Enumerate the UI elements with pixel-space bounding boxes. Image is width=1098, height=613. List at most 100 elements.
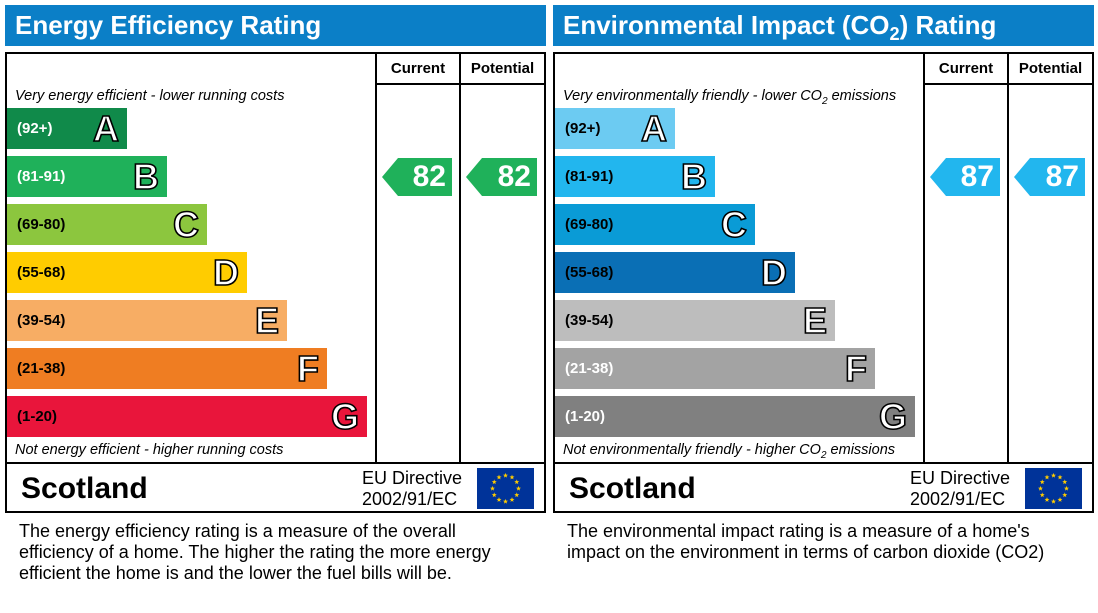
- rating-arrow-shape: [930, 158, 1000, 196]
- band-letter: C: [172, 203, 200, 246]
- rating-description: The energy efficiency rating is a measur…: [19, 521, 491, 584]
- rating-band-c: (69-80) C: [7, 203, 207, 246]
- band-range-label: (69-80): [565, 216, 614, 233]
- rating-value: 82: [497, 160, 531, 193]
- eu-star: [1038, 485, 1043, 491]
- eu-star: [509, 474, 515, 480]
- top-caption: Very environmentally friendly - lower CO…: [563, 88, 897, 107]
- rating-table: Current Potential Very energy efficient - …: [5, 52, 546, 513]
- band-letter: E: [254, 299, 280, 342]
- eu-stars-icon: [490, 472, 521, 504]
- column-header-current: Current: [390, 60, 446, 77]
- country-label: Scotland: [569, 472, 696, 505]
- eu-star: [1051, 472, 1056, 478]
- eu-star: [1057, 497, 1063, 502]
- eu-directive: EU Directive 2002/91/EC: [910, 468, 1010, 510]
- eu-directive: EU Directive 2002/91/EC: [362, 468, 462, 510]
- band-range-label: (81-91): [565, 168, 614, 185]
- band-range-label: (39-54): [565, 312, 614, 329]
- band-letter: D: [760, 251, 788, 294]
- eu-star: [1062, 479, 1068, 485]
- eu-flag-icon: [1025, 468, 1082, 509]
- band-letter: B: [680, 155, 708, 198]
- eu-directive-line: 2002/91/EC: [362, 489, 458, 509]
- band-range-label: (55-68): [565, 264, 614, 281]
- rating-arrow-shape: [1014, 158, 1085, 196]
- description-line: efficient the home is and the lower the …: [19, 563, 452, 583]
- eu-directive-line: 2002/91/EC: [910, 489, 1006, 509]
- band-range-label: (1-20): [17, 408, 58, 425]
- rating-description: The environmental impact rating is a mea…: [567, 521, 1044, 563]
- band-letter: F: [296, 347, 320, 390]
- band-letter: G: [330, 395, 360, 438]
- current-rating-arrow: 87: [930, 158, 1000, 196]
- header-divider: [375, 83, 544, 85]
- band-range-label: (1-20): [565, 408, 606, 425]
- rating-value: 87: [1045, 160, 1079, 193]
- footer-divider: [555, 462, 1092, 464]
- rating-band-g: (1-20) G: [7, 395, 367, 438]
- eu-star: [1051, 498, 1056, 504]
- description-line: The environmental impact rating is a mea…: [567, 521, 1030, 541]
- rating-band-b: (81-91) B: [555, 155, 715, 198]
- rating-band-c: (69-80) C: [555, 203, 755, 246]
- band-letter: D: [212, 251, 240, 294]
- eu-star: [1039, 492, 1045, 498]
- country-label: Scotland: [21, 472, 148, 505]
- eu-star: [496, 474, 502, 480]
- rating-arrow-fill: [382, 158, 452, 196]
- eu-star: [503, 472, 508, 478]
- band-letter: C: [720, 203, 748, 246]
- band-range-label: (92+): [565, 120, 601, 137]
- band-letter: B: [132, 155, 160, 198]
- eu-star: [496, 497, 502, 502]
- eu-star: [503, 498, 508, 504]
- band-range-label: (21-38): [17, 360, 66, 377]
- eu-star: [1044, 474, 1050, 480]
- rating-band-e: (39-54) E: [555, 299, 835, 342]
- current-rating-arrow: 82: [382, 158, 452, 196]
- eu-star: [491, 492, 497, 498]
- band-letter: G: [878, 395, 908, 438]
- bottom-caption: Not energy efficient - higher running co…: [15, 442, 284, 458]
- top-caption: Very energy efficient - lower running co…: [15, 88, 285, 104]
- eu-star: [1064, 485, 1069, 491]
- bottom-caption: Not environmentally friendly - higher CO…: [563, 442, 896, 461]
- header-divider: [923, 83, 1092, 85]
- band-range-label: (81-91): [17, 168, 66, 185]
- eu-star: [1039, 479, 1045, 485]
- column-header-current: Current: [938, 60, 994, 77]
- band-range-label: (21-38): [565, 360, 614, 377]
- eu-directive-line: EU Directive: [362, 468, 463, 488]
- eu-star: [514, 479, 520, 485]
- rating-band-b: (81-91) B: [7, 155, 167, 198]
- environmental-impact-panel: Environmental Impact (CO2) Rating Current…: [553, 0, 1095, 613]
- rating-band-a: (92+) A: [555, 107, 675, 150]
- rating-band-f: (21-38) F: [555, 347, 875, 390]
- eu-star: [1044, 497, 1050, 502]
- eu-stars-icon: [1038, 472, 1069, 504]
- eu-star: [509, 497, 515, 502]
- band-range-label: (39-54): [17, 312, 66, 329]
- rating-band-d: (55-68) D: [7, 251, 247, 294]
- column-header-potential: Potential: [470, 60, 535, 77]
- eu-star: [1062, 492, 1068, 498]
- description-line: efficiency of a home. The higher the rat…: [19, 542, 491, 562]
- band-letter: E: [802, 299, 828, 342]
- rating-value: 87: [960, 160, 994, 193]
- eu-star: [1057, 474, 1063, 480]
- eu-star: [516, 485, 521, 491]
- column-divider: [459, 54, 461, 464]
- rating-arrow-fill: [1014, 158, 1085, 196]
- panel-title: Energy Efficiency Rating: [5, 5, 546, 46]
- panel-title: Environmental Impact (CO2) Rating: [553, 5, 1094, 46]
- rating-value: 82: [412, 160, 446, 193]
- rating-arrow-shape: [466, 158, 537, 196]
- column-divider: [1007, 54, 1009, 464]
- eu-star: [490, 485, 495, 491]
- potential-rating-arrow: 82: [466, 158, 537, 196]
- description-line: impact on the environment in terms of ca…: [567, 542, 1045, 562]
- eu-star: [514, 492, 520, 498]
- rating-band-f: (21-38) F: [7, 347, 327, 390]
- eu-star: [491, 479, 497, 485]
